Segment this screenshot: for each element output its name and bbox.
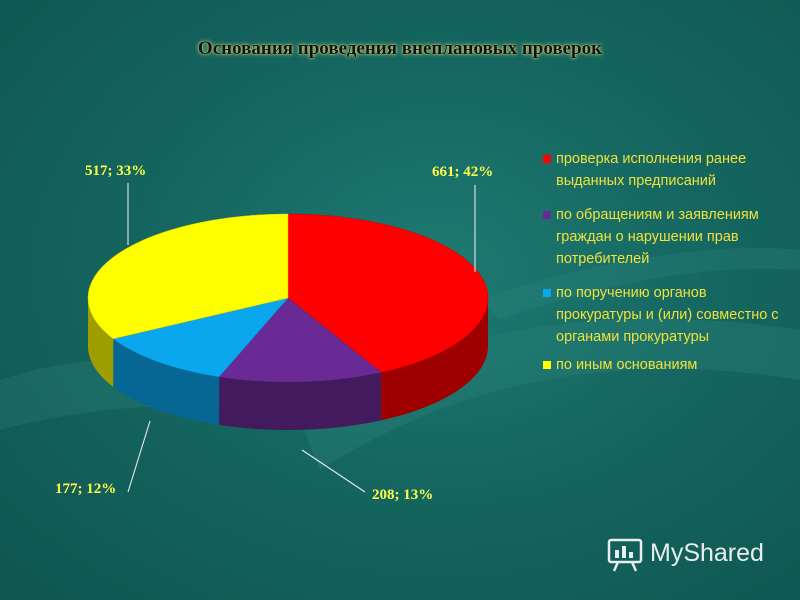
legend-item-2: по обращениям и заявлениям граждан о нар… <box>543 204 788 270</box>
data-label-1: 661; 42% <box>432 164 493 180</box>
pie-side-4 <box>88 298 114 387</box>
pie-side-1 <box>381 298 488 421</box>
legend-item-4: по иным основаниям <box>543 354 788 376</box>
legend-swatch <box>543 361 551 369</box>
legend-label: по иным основаниям <box>556 357 698 373</box>
legend-swatch <box>543 155 551 163</box>
data-label-2: 208; 13% <box>372 487 433 503</box>
legend-item-3: по поручению органов прокуратуры и (или)… <box>543 282 788 348</box>
pie-side-walls <box>88 298 488 430</box>
legend-item-1: проверка исполнения ранее выданных предп… <box>543 148 788 192</box>
legend-label: проверка исполнения ранее выданных предп… <box>556 151 747 189</box>
pie-top <box>87 213 489 383</box>
pie-side-2 <box>219 372 382 430</box>
slide-title: Основания проведения внеплановых проверо… <box>197 38 603 59</box>
pie-slice-3 <box>112 297 289 378</box>
data-label-4: 517; 33% <box>85 163 146 179</box>
pie-slice-2 <box>218 297 382 383</box>
data-label-3: 177; 12% <box>55 481 116 497</box>
leader-line-3 <box>127 420 151 493</box>
presentation-board-icon <box>607 538 643 572</box>
legend-label: по обращениям и заявлениям граждан о нар… <box>556 207 759 267</box>
watermark: MyShared <box>606 536 786 576</box>
leader-line-2 <box>301 449 366 493</box>
data-labels: 661; 42% 208; 13% 177; 12% 517; 33% <box>55 163 493 503</box>
legend-label: по поручению органов прокуратуры и (или)… <box>556 285 779 345</box>
watermark-text: MyShared <box>650 539 764 567</box>
legend-swatch <box>543 289 551 297</box>
chart-legend: проверка исполнения ранее выданных предп… <box>543 148 788 388</box>
pie-side-3 <box>113 338 220 425</box>
pie-slice-4 <box>87 213 289 340</box>
legend-swatch <box>543 211 551 219</box>
pie-slice-1 <box>287 213 489 373</box>
